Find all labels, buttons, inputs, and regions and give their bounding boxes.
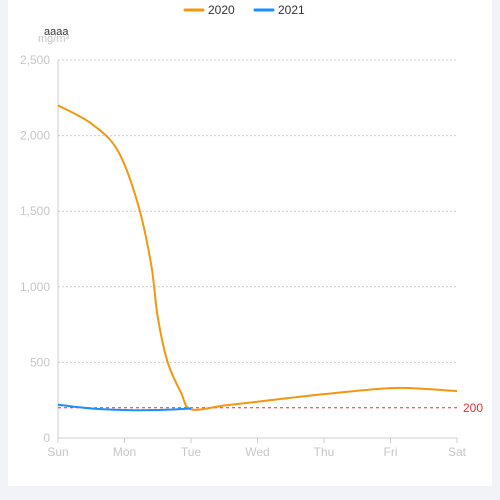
x-tick-label: Sun (47, 445, 68, 459)
chart-card: 0 500 1,000 1,500 2,000 2,500 Sun Mon Tue Wed Thu F… (8, 0, 492, 486)
y-tick-label: 0 (43, 431, 50, 445)
x-tick-label: Sat (448, 445, 467, 459)
legend-label: 2020 (208, 3, 235, 17)
legend-item-2021[interactable]: 2021 (253, 3, 305, 17)
x-tick-label: Mon (113, 445, 136, 459)
y-axis-unit: mg/m³ (38, 33, 70, 45)
line-chart: 0 500 1,000 1,500 2,000 2,500 Sun Mon Tue Wed Thu F… (20, 3, 483, 459)
x-tick-label: Tue (181, 445, 202, 459)
legend-item-2020[interactable]: 2020 (183, 3, 235, 17)
series-line-2020[interactable] (57, 104, 458, 411)
series-line-2021[interactable] (57, 403, 192, 412)
y-tick-label: 500 (30, 355, 50, 369)
x-tick-label: Thu (314, 445, 335, 459)
x-tick-label: Wed (245, 445, 269, 459)
x-tick-label: Fri (384, 445, 398, 459)
y-tick-label: 2,500 (20, 53, 50, 67)
chart-title: aaaa (44, 26, 69, 38)
legend-label: 2021 (278, 3, 305, 17)
y-tick-label: 1,500 (20, 204, 50, 218)
reference-line-label: 200 (463, 401, 483, 415)
y-tick-label: 2,000 (20, 129, 50, 143)
y-tick-label: 1,000 (20, 280, 50, 294)
